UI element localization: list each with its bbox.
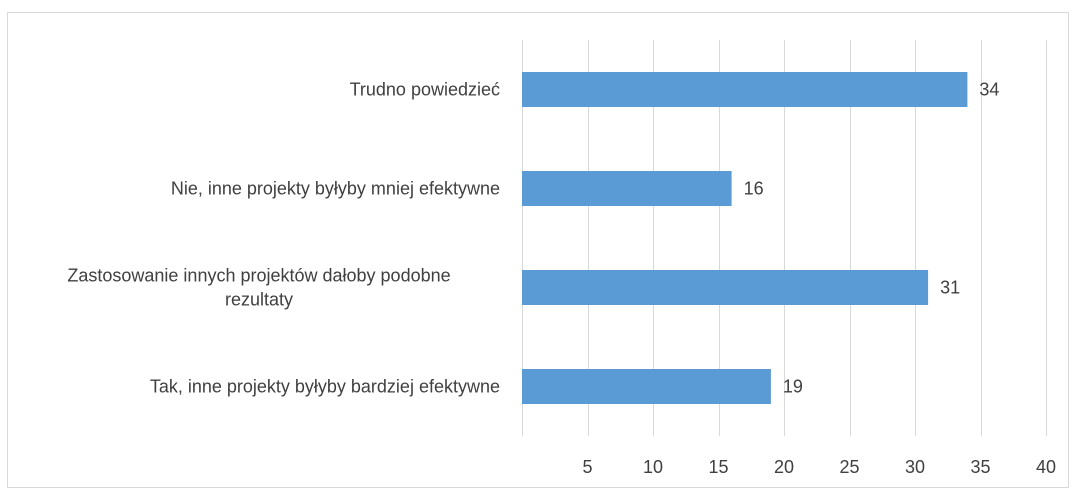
data-label: 16 [744, 179, 764, 199]
category-label: Tak, inne projekty byłyby bardziej efekt… [150, 377, 500, 397]
category-label: Trudno powiedzieć [350, 80, 500, 100]
category-label: Nie, inne projekty byłyby mniej efektywn… [171, 179, 500, 199]
bar [522, 270, 929, 305]
data-label: 34 [979, 80, 999, 100]
x-tick-label: 20 [774, 457, 794, 477]
category-label: Zastosowanie innych projektów dałoby pod… [67, 266, 450, 310]
x-tick-label: 35 [970, 457, 990, 477]
category-labels: Trudno powiedzieć Nie, inne projekty były… [67, 80, 500, 397]
x-tick-label: 30 [905, 457, 925, 477]
bars [522, 72, 968, 404]
x-tick-label: 15 [708, 457, 728, 477]
x-tick-label: 10 [643, 457, 663, 477]
bar [522, 369, 771, 404]
x-tick-labels: 5 10 15 20 25 30 35 40 [582, 457, 1056, 477]
data-label: 19 [783, 377, 803, 397]
x-tick-label: 40 [1036, 457, 1056, 477]
x-tick-label: 25 [839, 457, 859, 477]
data-labels: 34 16 31 19 [744, 80, 1000, 397]
bar [522, 171, 732, 206]
data-label: 31 [940, 278, 960, 298]
bar [522, 72, 968, 107]
x-tick-label: 5 [582, 457, 592, 477]
